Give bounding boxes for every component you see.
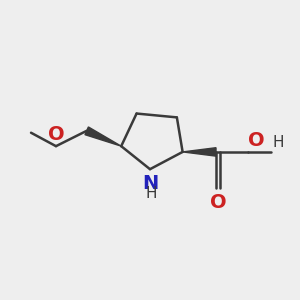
Polygon shape [85, 127, 121, 146]
Text: O: O [248, 131, 265, 150]
Text: O: O [48, 125, 64, 144]
Text: H: H [146, 186, 157, 201]
Text: H: H [273, 135, 284, 150]
Text: OCH₃: OCH₃ [0, 299, 1, 300]
Polygon shape [183, 148, 216, 156]
Text: N: N [142, 174, 159, 193]
Text: O: O [210, 193, 226, 212]
